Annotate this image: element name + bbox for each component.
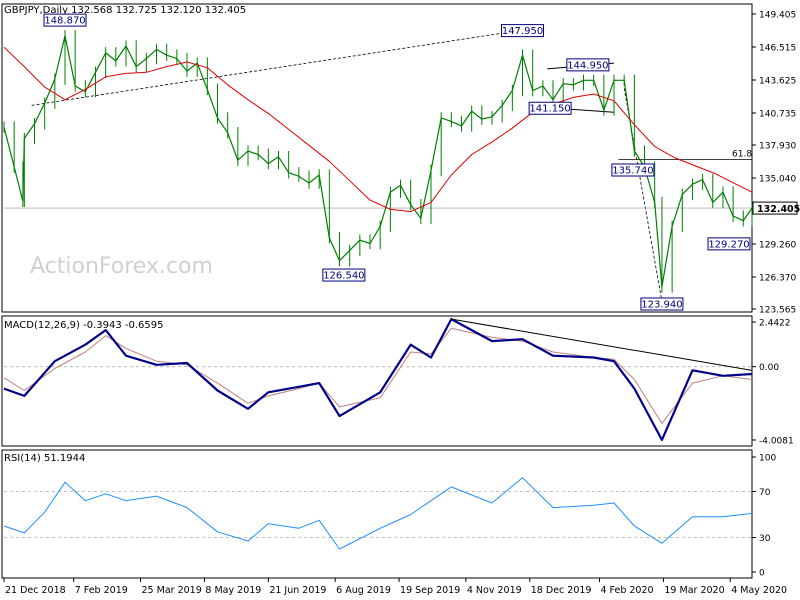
y-tick-label: -4.0081 [759,437,794,447]
actionforex-watermark: ActionForex.com [30,254,213,279]
y-tick-label: 146.515 [759,43,796,53]
x-tick-label: 19 Mar 2020 [664,585,724,596]
price-series-line [3,35,753,288]
fib-61-8-label: 61.8 [732,150,752,160]
price-label-box [566,58,610,72]
y-tick-label: 126.370 [759,273,796,283]
x-tick-label: 4 Feb 2020 [600,585,653,596]
macd-line [3,318,753,441]
price-label-text: 148.870 [44,16,85,27]
y-tick-label: 30 [759,534,771,544]
price-label-box [322,268,366,282]
y-tick-label: 0 [759,569,765,579]
price-label-text: 126.540 [323,271,364,282]
x-tick-label: 6 Aug 2019 [336,585,391,596]
y-tick-label: 100 [759,454,776,464]
current-price-tag-text: 132.405 [757,204,800,215]
rsi-line [3,477,753,550]
x-tick-label: 21 Jun 2019 [269,585,326,596]
y-tick-label: 123.565 [759,306,796,316]
y-tick-label: 140.735 [759,109,796,119]
current-price-tag [752,201,798,215]
price-label-text: 129.270 [708,239,749,250]
macd-panel-frame [1,315,753,447]
price-panel: GBPJPY,Daily 132.568 132.725 132.120 132… [1,3,800,316]
x-tick-label: 7 Feb 2019 [75,585,128,596]
x-tick-label: 19 Sep 2019 [400,585,460,596]
y-tick-label: 143.625 [759,76,796,86]
y-tick-label: 137.930 [759,142,796,152]
price-label-box [611,163,655,177]
y-tick-label: 149.405 [759,11,796,21]
price-label-text: 144.950 [567,60,608,71]
rising-trendline [31,29,523,106]
x-axis: 21 Dec 2018 7 Feb 2019 25 Mar 2019 8 May 20… [3,578,787,596]
price-label-text: 147.950 [502,26,543,37]
x-tick-label: 8 May 2019 [205,585,261,596]
macd-panel: MACD(12,26,9) -0.3943 -0.6595 2.4422 0.00… [1,315,794,447]
macd-panel-header: MACD(12,26,9) -0.3943 -0.6595 [4,320,164,331]
price-label-text: 123.940 [641,300,682,311]
price-label-box [707,237,751,251]
rsi-panel-frame [1,449,753,579]
x-tick-label: 4 Nov 2019 [467,585,522,596]
price-label-box [43,13,87,27]
y-tick-label: 70 [759,488,771,498]
y-tick-label: 135.040 [759,174,796,184]
price-label-box [501,24,545,38]
rsi-panel-header: RSI(14) 51.1944 [4,453,85,464]
y-tick-label: 129.260 [759,240,796,250]
price-panel-frame [1,3,753,313]
x-tick-label: 18 Dec 2019 [531,585,592,596]
macd-trendline [451,318,753,371]
price-label-box [640,297,684,311]
y-tick-label: 2.4422 [759,319,791,329]
moving-average-line [3,46,753,213]
y-tick-label: 0.00 [759,363,779,373]
price-label-box [528,101,572,115]
x-tick-label: 25 Mar 2019 [142,585,202,596]
price-label-text: 135.740 [612,166,653,177]
rsi-panel: RSI(14) 51.1944 100 70 30 0 [1,449,776,579]
x-tick-label: 21 Dec 2018 [5,585,66,596]
x-tick-label: 4 May 2020 [731,585,787,596]
price-panel-header: GBPJPY,Daily 132.568 132.725 132.120 132… [4,5,246,16]
price-label-text: 141.150 [529,104,570,115]
